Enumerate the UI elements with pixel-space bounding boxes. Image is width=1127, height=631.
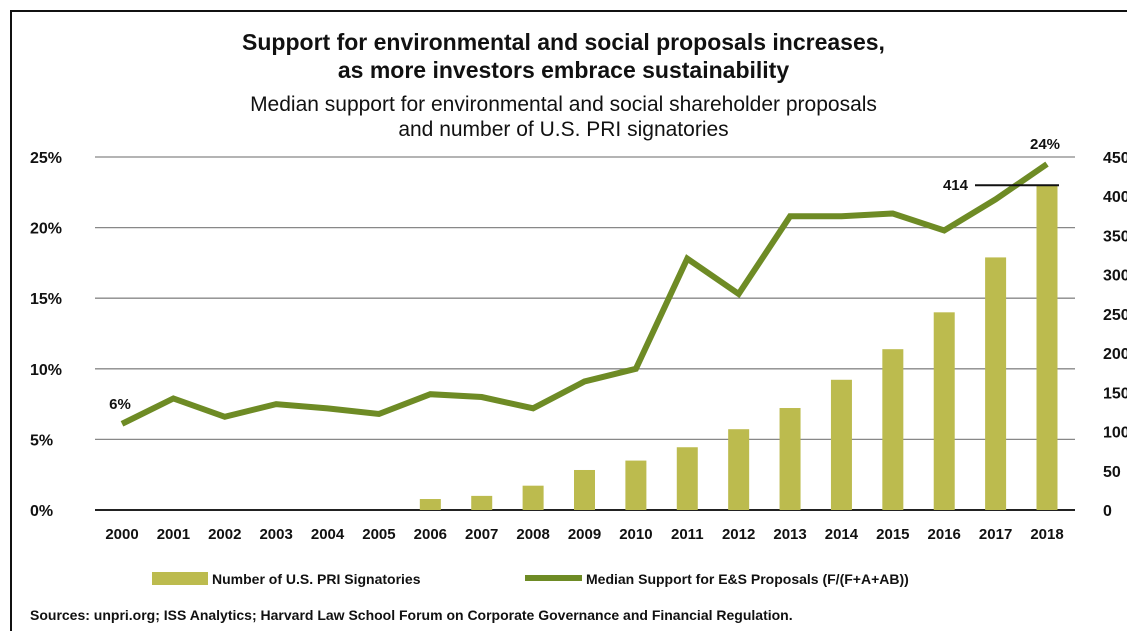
- right-axis-tick-label: 450: [1103, 150, 1127, 167]
- left-axis: 0% 5% 10% 15% 20% 25%: [30, 150, 62, 520]
- chart-frame: [10, 10, 1127, 631]
- source-note: Sources: unpri.org; ISS Analytics; Harva…: [30, 607, 793, 623]
- left-axis-tick-label: 15%: [30, 291, 62, 308]
- right-axis-tick-label: 400: [1103, 189, 1127, 206]
- bar-2011: [676, 447, 698, 510]
- chart-subtitle: Median support for environmental and soc…: [0, 92, 1127, 142]
- x-axis: 2000 2001 2002 2003 2004 2005 2006 2007 2008 2009…: [105, 526, 1063, 543]
- bar-2018: [1036, 185, 1058, 511]
- bar-2013: [779, 408, 801, 510]
- bar-2010: [625, 460, 647, 510]
- x-axis-tick-label: 2011: [671, 526, 704, 543]
- chart-subtitle-line2: and number of U.S. PRI signatories: [398, 118, 729, 141]
- support-line: [120, 161, 1049, 427]
- legend-label-bars: Number of U.S. PRI Signatories: [212, 571, 421, 587]
- legend-swatch-line: [525, 575, 582, 581]
- right-axis-tick-label: 50: [1103, 464, 1121, 481]
- x-axis-tick-label: 2002: [208, 526, 241, 543]
- chart-title-line1: Support for environmental and social pro…: [242, 29, 885, 55]
- x-axis-tick-label: 2008: [516, 526, 549, 543]
- bar-series: [419, 185, 1058, 511]
- x-axis-tick-label: 2001: [157, 526, 190, 543]
- x-axis-tick-label: 2009: [568, 526, 601, 543]
- left-axis-tick-label: 20%: [30, 221, 62, 238]
- x-axis-tick-label: 2017: [979, 526, 1012, 543]
- left-axis-tick-label: 5%: [30, 432, 53, 449]
- chart-subtitle-line1: Median support for environmental and soc…: [250, 93, 877, 116]
- annotation-label: 414: [943, 177, 969, 194]
- bar-2016: [933, 312, 955, 510]
- legend-swatch-bars: [152, 572, 208, 585]
- annotation-label: 24%: [1030, 136, 1060, 153]
- legend: Number of U.S. PRI Signatories Median Sup…: [152, 571, 909, 587]
- x-axis-tick-label: 2016: [928, 526, 961, 543]
- x-axis-tick-label: 2015: [876, 526, 909, 543]
- x-axis-tick-label: 2013: [773, 526, 806, 543]
- x-axis-tick-label: 2004: [311, 526, 345, 543]
- x-axis-tick-label: 2012: [722, 526, 755, 543]
- x-axis-tick-label: 2018: [1030, 526, 1063, 543]
- bar-2012: [728, 429, 750, 510]
- bar-2007: [471, 495, 493, 510]
- gridlines: [95, 156, 1075, 511]
- bar-2014: [830, 379, 852, 510]
- right-axis-tick-label: 300: [1103, 268, 1127, 285]
- right-axis-tick-label: 200: [1103, 346, 1127, 363]
- left-axis-tick-label: 25%: [30, 150, 62, 167]
- bar-2006: [419, 499, 441, 510]
- chart-title: Support for environmental and social pro…: [0, 28, 1127, 84]
- x-axis-tick-label: 2010: [619, 526, 652, 543]
- line-series: [120, 161, 1049, 427]
- right-axis-tick-label: 100: [1103, 425, 1127, 442]
- x-axis-tick-label: 2005: [362, 526, 395, 543]
- right-axis-tick-label: 350: [1103, 228, 1127, 245]
- bar-2015: [882, 349, 904, 510]
- annotations: 6% 24% 414: [109, 136, 1060, 413]
- right-axis-tick-label: 150: [1103, 385, 1127, 402]
- right-axis-tick-label: 0: [1103, 503, 1112, 520]
- bar-2008: [522, 485, 544, 510]
- chart-title-line2: as more investors embrace sustainability: [337, 57, 790, 83]
- x-axis-tick-label: 2006: [414, 526, 447, 543]
- right-axis: 0 50 100 150 200 250 300 350 400 450: [1103, 150, 1127, 520]
- left-axis-tick-label: 0%: [30, 503, 53, 520]
- bar-2017: [985, 257, 1007, 510]
- x-axis-tick-label: 2003: [259, 526, 292, 543]
- x-axis-tick-label: 2014: [825, 526, 859, 543]
- annotation-label: 6%: [109, 396, 131, 413]
- left-axis-tick-label: 10%: [30, 362, 62, 379]
- right-axis-tick-label: 250: [1103, 307, 1127, 324]
- x-axis-tick-label: 2007: [465, 526, 498, 543]
- legend-label-line: Median Support for E&S Proposals (F/(F+A…: [586, 571, 909, 587]
- bar-2009: [574, 469, 595, 510]
- x-axis-tick-label: 2000: [105, 526, 138, 543]
